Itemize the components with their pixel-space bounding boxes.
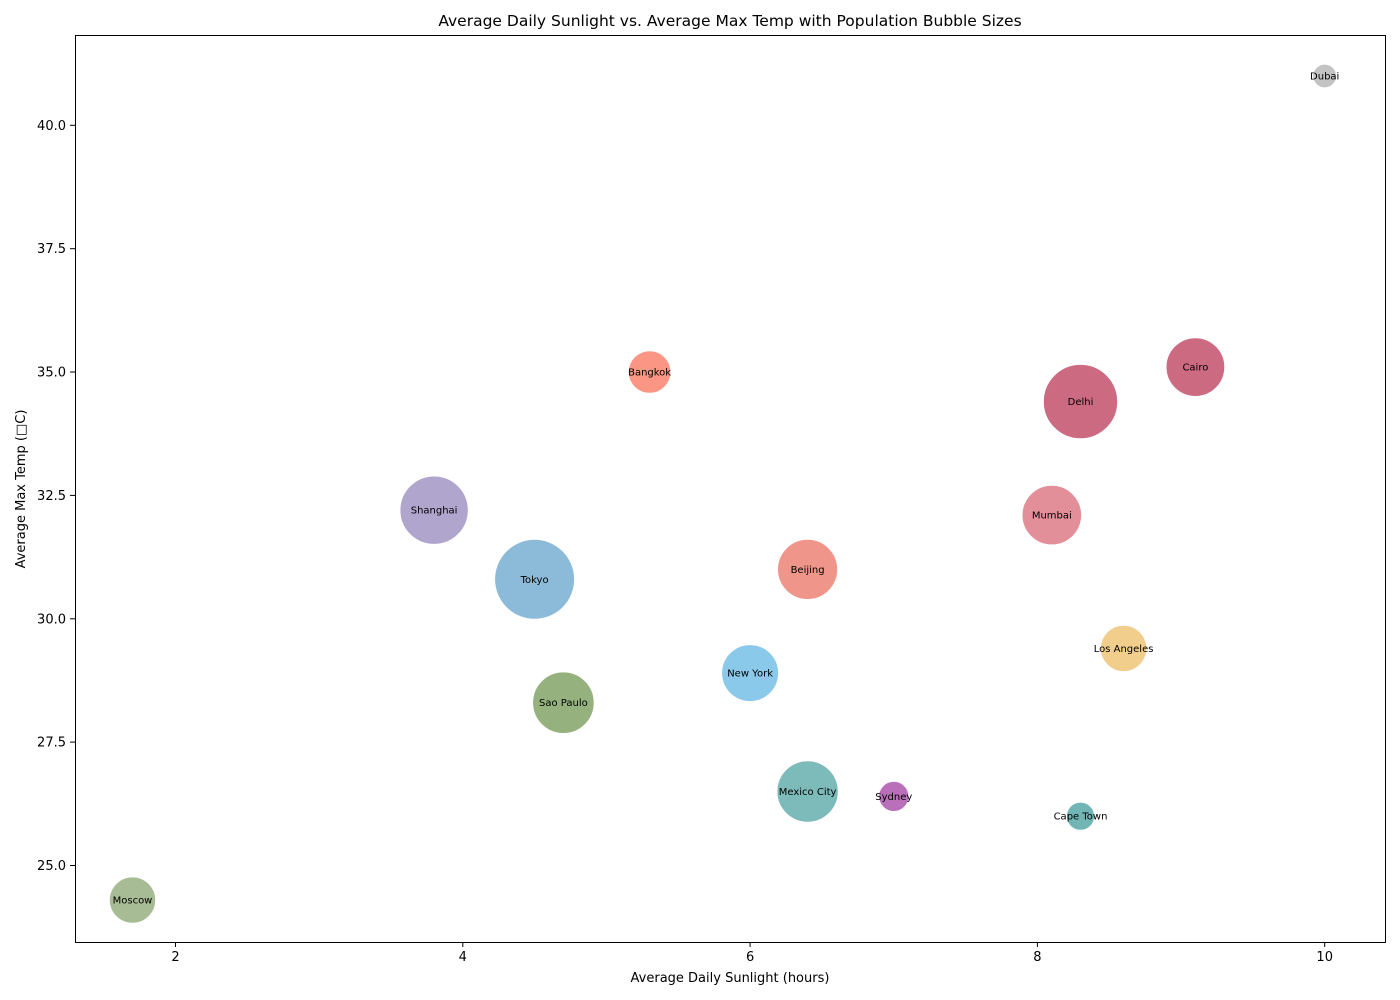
bubble-label-delhi: Delhi: [1068, 397, 1094, 408]
bubble-cape-town: [1065, 801, 1096, 831]
y-tick-label: 35.0: [37, 366, 66, 381]
bubble-mexico-city: [776, 760, 839, 823]
y-tick-label: 30.0: [37, 612, 66, 627]
y-axis-ticks: 25.0 27.5 30.0 32.5 35.0 37.5 40.0: [37, 119, 75, 874]
y-tick-label: 37.5: [37, 242, 66, 257]
bubble-label-cairo: Cairo: [1182, 363, 1208, 374]
bubble-label-shanghai: Shanghai: [411, 506, 458, 517]
bubble-sydney: [878, 780, 910, 813]
bubble-mumbai: [1021, 484, 1083, 546]
bubble-label-sao-paulo: Sao Paulo: [539, 698, 588, 709]
bubble-delhi: [1042, 363, 1119, 440]
bubble-label-tokyo: Tokyo: [520, 575, 549, 586]
bubble-new-york: [721, 644, 780, 703]
y-tick-label: 27.5: [37, 736, 66, 751]
y-tick-label: 32.5: [37, 489, 66, 504]
bubble-los-angeles: [1099, 624, 1148, 673]
x-tick-label: 6: [746, 950, 754, 965]
bubble-label-moscow: Moscow: [113, 896, 153, 907]
bubble-cairo: [1165, 337, 1226, 398]
bubble-label-los-angeles: Los Angeles: [1094, 644, 1154, 655]
bubble-shanghai: [399, 475, 469, 545]
x-axis-ticks: 2 4 6 8 10: [171, 942, 1333, 965]
bubble-label-dubai: Dubai: [1310, 72, 1339, 83]
bubble-label-mexico-city: Mexico City: [779, 787, 837, 798]
bubble-moscow: [108, 876, 157, 924]
bubble-dubai: [1312, 63, 1338, 89]
bubbles-layer: [108, 63, 1338, 924]
x-axis-title: Average Daily Sunlight (hours): [631, 971, 830, 986]
bubble-label-beijing: Beijing: [791, 565, 825, 576]
bubble-label-bangkok: Bangkok: [628, 368, 671, 379]
chart-title: Average Daily Sunlight vs. Average Max T…: [438, 12, 1021, 30]
x-tick-label: 2: [171, 950, 179, 965]
bubble-labels-layer: Dubai Cairo Bangkok Delhi Shanghai Mumbai Toky…: [113, 72, 1340, 907]
y-tick-label: 25.0: [37, 859, 66, 874]
y-tick-label: 40.0: [37, 119, 66, 134]
bubble-bangkok: [627, 350, 672, 394]
bubble-label-sydney: Sydney: [875, 792, 912, 803]
bubble-label-new-york: New York: [727, 669, 773, 680]
y-axis-title: Average Max Temp (□C): [14, 410, 29, 569]
bubble-beijing: [777, 538, 839, 601]
bubble-label-mumbai: Mumbai: [1032, 511, 1072, 522]
bubble-tokyo: [494, 538, 576, 620]
x-tick-label: 4: [459, 950, 467, 965]
plot-frame: [75, 35, 1386, 943]
x-tick-label: 8: [1033, 950, 1041, 965]
bubble-sao-paulo: [532, 671, 595, 735]
bubble-label-cape-town: Cape Town: [1054, 812, 1108, 823]
x-tick-label: 10: [1316, 950, 1333, 965]
